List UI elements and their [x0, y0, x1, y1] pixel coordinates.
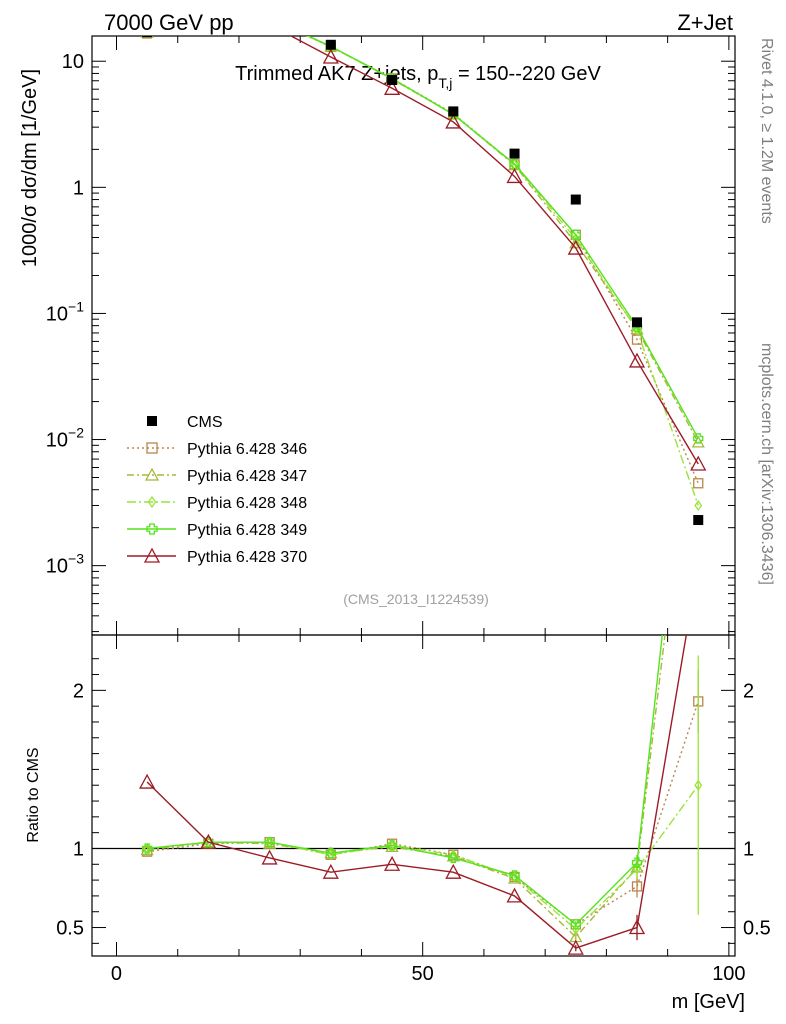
y-tick-label-top: 10: [62, 51, 84, 73]
y-tick-label-top: 10−1: [46, 298, 84, 325]
series-point-top: [694, 499, 703, 512]
series-line-ratio: [146, 635, 687, 949]
legend-marker: [146, 442, 158, 454]
x-tick-label: 0: [111, 963, 122, 985]
series-point-ratio: [322, 863, 339, 879]
series-point-top: [509, 158, 520, 170]
data-point-cms: [448, 106, 459, 117]
y-tick-label-top: 10−3: [46, 551, 84, 578]
series-point-top: [264, 13, 275, 23]
series-point-ratio: [631, 857, 643, 868]
main-plot-series: [140, 13, 707, 526]
header-left: 7000 GeV pp: [104, 10, 234, 35]
legend-label: Pythia 6.428 346: [187, 441, 307, 458]
series-point-top: [322, 48, 339, 64]
series-point-top: [506, 168, 523, 184]
series-line-top: [306, 36, 699, 439]
x-tick-label: 100: [712, 963, 745, 985]
series-point-ratio: [448, 852, 459, 864]
series-point-top: [383, 79, 401, 95]
series-point-ratio: [509, 870, 520, 881]
header-right: Z+Jet: [677, 10, 733, 35]
legend-label: Pythia 6.428 348: [187, 495, 307, 512]
data-point-cms: [509, 148, 520, 159]
series-point-top: [445, 113, 462, 129]
y-axis-label-top: 1000/σ dσ/dm [1/GeV]: [19, 69, 41, 267]
series-point-top: [570, 229, 581, 240]
series-point-ratio: [386, 840, 398, 851]
data-point-cms: [142, 36, 153, 38]
series-point-top: [628, 352, 646, 368]
series-point-ratio: [570, 919, 581, 930]
series-point-top: [266, 14, 272, 23]
series-point-top: [265, 14, 274, 23]
y-tick-label-ratio-right: 2: [743, 680, 754, 702]
series-point-ratio: [694, 779, 703, 791]
y-tick-label-top: 1: [73, 177, 84, 199]
ratio-plot-frame: [91, 634, 736, 957]
mcplots-label: mcplots.cern.ch [arXiv:1306.3436]: [758, 343, 775, 585]
rivet-label: Rivet 4.1.0, ≥ 1.2M events: [758, 38, 775, 224]
analysis-watermark: (CMS_2013_I1224539): [343, 591, 489, 607]
series-point-ratio: [383, 855, 401, 871]
series-line-top: [289, 36, 699, 465]
y-tick-label-top: 10−2: [46, 425, 84, 452]
series-point-top: [265, 14, 274, 23]
y-tick-label-ratio: 1: [73, 838, 84, 860]
data-point-cms: [632, 317, 643, 328]
series-point-ratio: [261, 849, 278, 865]
legend: CMS Pythia 6.428 346 Pythia 6.428 347 Pythi…: [127, 414, 307, 566]
legend-label: Pythia 6.428 347: [187, 468, 307, 485]
legend-label: Pythia 6.428 370: [187, 549, 307, 566]
y-tick-label-ratio: 2: [73, 680, 84, 702]
series-line-ratio: [147, 784, 699, 931]
series-point-top: [693, 478, 704, 489]
y-tick-label-ratio-right: 0.5: [743, 918, 771, 940]
series-point-top: [263, 18, 277, 31]
y-tick-label-ratio-right: 1: [743, 838, 754, 860]
series-line-ratio: [147, 635, 663, 926]
series-point-ratio: [325, 848, 336, 859]
series-point-top: [690, 455, 707, 471]
x-axis-label: m [GeV]: [672, 991, 745, 1013]
series-point-ratio: [631, 881, 643, 892]
series-point-ratio: [141, 843, 153, 854]
series-point-ratio: [567, 939, 584, 955]
x-tick-label: 50: [412, 963, 434, 985]
series-point-ratio: [691, 557, 705, 570]
data-point-cms: [693, 515, 704, 526]
series-point-ratio: [139, 773, 156, 789]
legend-label: Pythia 6.428 349: [187, 522, 307, 539]
series-point-ratio: [628, 919, 646, 935]
legend-label-cms: CMS: [187, 414, 223, 431]
legend-marker: [146, 523, 158, 535]
series-point-ratio: [694, 306, 703, 315]
series-point-top: [691, 435, 705, 448]
series-point-ratio: [506, 887, 523, 903]
y-tick-label-ratio: 0.5: [56, 918, 84, 940]
data-point-cms: [387, 74, 398, 85]
legend-marker: [144, 467, 160, 481]
data-point-cms: [265, 16, 275, 26]
series-point-ratio: [693, 353, 704, 363]
series-point-top: [567, 239, 584, 255]
series-point-top: [693, 433, 704, 444]
legend-marker: [143, 547, 161, 563]
series-point-ratio: [264, 836, 275, 848]
data-point-cms: [570, 194, 581, 205]
ratio-plot-series: [92, 306, 735, 955]
y-axis-label-ratio: Ratio to CMS: [25, 747, 42, 842]
legend-marker-cms: [147, 416, 157, 426]
series-line-ratio: [147, 635, 666, 939]
series-point-ratio: [200, 833, 217, 849]
data-point-cms: [325, 39, 336, 50]
series-point-ratio: [445, 863, 462, 879]
plot-title: Trimmed AK7 Z+jets, pT,j = 150--220 GeV: [235, 63, 601, 91]
legend-marker: [147, 495, 157, 509]
series-point-top: [141, 36, 153, 39]
